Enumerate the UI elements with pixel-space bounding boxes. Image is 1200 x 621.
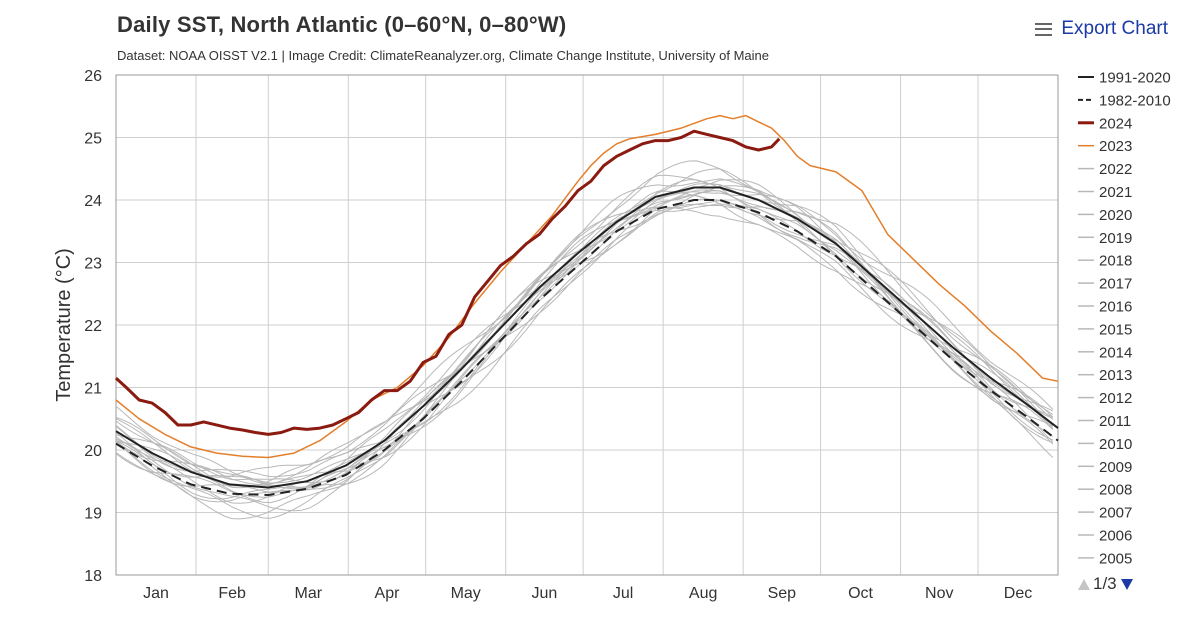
x-tick-label: Jun bbox=[532, 585, 558, 602]
series-line-2022 bbox=[115, 160, 1054, 485]
legend-label: 2024 bbox=[1099, 115, 1132, 132]
x-tick-label: Oct bbox=[848, 585, 873, 602]
legend-label: 2006 bbox=[1099, 528, 1132, 545]
series-line-2023 bbox=[115, 114, 1059, 459]
x-tick-label: Aug bbox=[689, 585, 717, 602]
series-line-2010 bbox=[115, 185, 1054, 490]
legend-label: 2019 bbox=[1099, 230, 1132, 247]
series-line-1991-2020 bbox=[115, 186, 1059, 489]
y-tick-label: 26 bbox=[84, 68, 102, 85]
series-line-2017 bbox=[115, 179, 1054, 484]
x-tick-label: Nov bbox=[925, 585, 953, 602]
series-line-2012 bbox=[115, 189, 1054, 484]
x-tick-label: Feb bbox=[218, 585, 246, 602]
x-tick-label: Apr bbox=[375, 585, 401, 602]
legend-label: 2023 bbox=[1099, 138, 1132, 155]
x-tick-label: Jan bbox=[143, 585, 169, 602]
y-tick-label: 23 bbox=[84, 256, 102, 273]
x-tick-label: Jul bbox=[613, 585, 633, 602]
y-tick-label: 18 bbox=[84, 568, 102, 585]
legend-label: 2012 bbox=[1099, 390, 1132, 407]
legend-label: 1982-2010 bbox=[1099, 92, 1171, 109]
series-line-2016 bbox=[115, 168, 1054, 490]
legend-pager: 1/3 bbox=[1078, 574, 1133, 594]
legend-label: 2021 bbox=[1099, 184, 1132, 201]
legend-label: 1991-2020 bbox=[1099, 70, 1171, 87]
plot-area-border bbox=[115, 74, 1059, 576]
series-line-1982-2010 bbox=[115, 199, 1059, 496]
legend-label: 2008 bbox=[1099, 482, 1132, 499]
x-tick-label: Mar bbox=[294, 585, 322, 602]
legend-label: 2014 bbox=[1099, 344, 1132, 361]
legend-label: 2016 bbox=[1099, 299, 1132, 316]
triangle-down-icon[interactable] bbox=[1120, 578, 1133, 590]
legend-label: 2022 bbox=[1099, 161, 1132, 178]
series-line-2024 bbox=[114, 129, 781, 436]
export-chart-label: Export Chart bbox=[1061, 18, 1168, 39]
legend-label: 2009 bbox=[1099, 459, 1132, 476]
y-tick-label: 25 bbox=[84, 131, 102, 148]
series-line-2005 bbox=[115, 198, 1054, 493]
hamburger-menu-icon bbox=[1035, 22, 1053, 36]
series-line-2007 bbox=[115, 206, 1054, 520]
series-line-2006 bbox=[115, 203, 1053, 503]
series-line-2018 bbox=[115, 191, 1054, 486]
legend-label: 2010 bbox=[1099, 436, 1132, 453]
y-tick-label: 24 bbox=[84, 193, 102, 210]
x-tick-label: May bbox=[451, 585, 481, 602]
y-tick-label: 19 bbox=[84, 506, 102, 523]
legend-label: 2017 bbox=[1099, 276, 1132, 293]
y-axis-label: Temperature (°C) bbox=[53, 248, 75, 402]
series-line-2020 bbox=[115, 178, 1053, 478]
x-tick-label: Dec bbox=[1004, 585, 1032, 602]
series-line-2015 bbox=[115, 179, 1054, 504]
triangle-up-icon[interactable] bbox=[1078, 578, 1090, 590]
legend-label: 2020 bbox=[1099, 207, 1132, 224]
legend-label: 2015 bbox=[1099, 321, 1132, 338]
legend-label: 2007 bbox=[1099, 505, 1132, 522]
legend-label: 2013 bbox=[1099, 367, 1132, 384]
x-tick-label: Sep bbox=[768, 585, 797, 602]
legend-label: 2018 bbox=[1099, 253, 1132, 270]
legend-label: 2011 bbox=[1099, 413, 1131, 430]
chart-title: Daily SST, North Atlantic (0–60°N, 0–80°… bbox=[117, 12, 567, 37]
legend-label: 2005 bbox=[1099, 550, 1132, 567]
series-line-2009 bbox=[115, 190, 1054, 512]
chart-subtitle: Dataset: NOAA OISST V2.1 | Image Credit:… bbox=[117, 48, 769, 63]
y-tick-label: 22 bbox=[84, 318, 102, 335]
series-line-2008 bbox=[115, 195, 1054, 519]
export-chart-button[interactable]: Export Chart bbox=[1035, 18, 1168, 40]
series-line-2013 bbox=[115, 200, 1054, 500]
legend-page-indicator: 1/3 bbox=[1093, 574, 1117, 593]
series-line-2019 bbox=[115, 183, 1054, 478]
y-tick-label: 21 bbox=[84, 381, 102, 398]
y-tick-label: 20 bbox=[84, 443, 102, 460]
